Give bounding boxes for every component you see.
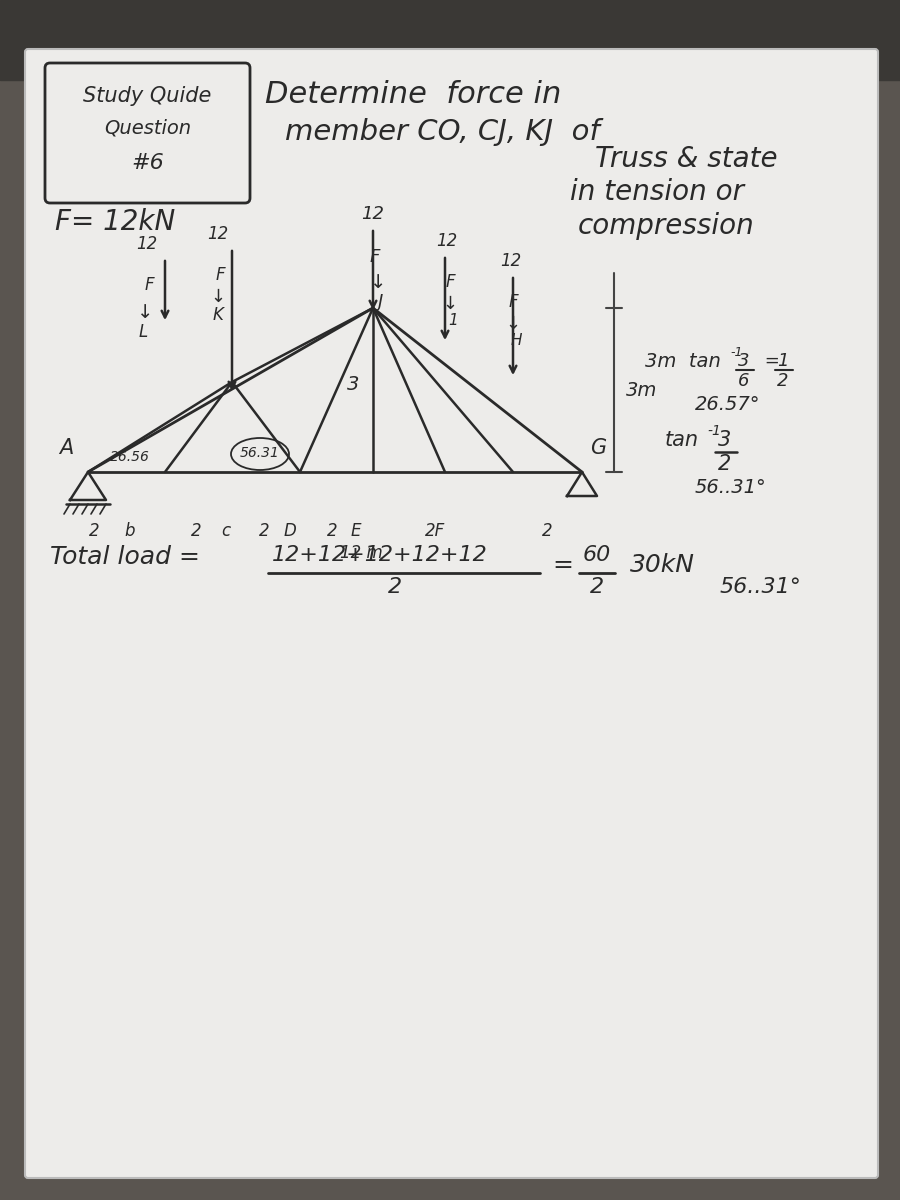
FancyBboxPatch shape (25, 49, 878, 1178)
Text: -1: -1 (707, 424, 721, 438)
Text: 12: 12 (500, 252, 522, 270)
Text: Total load =: Total load = (50, 545, 200, 569)
Text: F= 12kN: F= 12kN (55, 208, 176, 236)
Text: -1: -1 (730, 346, 742, 359)
Text: =: = (552, 553, 573, 577)
Text: 2: 2 (542, 522, 553, 540)
Text: G: G (590, 438, 606, 458)
Text: b: b (125, 522, 135, 540)
Text: 60: 60 (583, 545, 611, 565)
Text: 26.56: 26.56 (110, 450, 150, 464)
Text: D: D (284, 522, 296, 540)
Text: Question: Question (104, 118, 191, 137)
Text: 3m: 3m (626, 380, 657, 400)
Text: =: = (759, 352, 786, 370)
Text: 26.57°: 26.57° (695, 395, 760, 414)
Text: 2: 2 (191, 522, 202, 540)
Text: F: F (144, 276, 154, 294)
FancyBboxPatch shape (45, 62, 250, 203)
Text: 2: 2 (778, 372, 788, 390)
Text: Study Quide: Study Quide (84, 86, 212, 106)
Text: 12: 12 (436, 232, 457, 250)
Text: compression: compression (578, 212, 755, 240)
Text: ↓: ↓ (443, 295, 457, 313)
Text: L: L (139, 323, 148, 341)
Text: A: A (58, 438, 73, 458)
Text: member CO, CJ, KJ  of: member CO, CJ, KJ of (285, 118, 599, 146)
Text: 56.31: 56.31 (240, 446, 280, 460)
Text: 2: 2 (388, 577, 402, 596)
Text: 1: 1 (778, 352, 788, 370)
Text: 3: 3 (738, 352, 750, 370)
Text: 12: 12 (137, 235, 157, 253)
Text: 2: 2 (590, 577, 604, 596)
Text: 3m  tan: 3m tan (645, 352, 721, 371)
Text: ↓: ↓ (137, 302, 153, 322)
Text: 12+12+12+12+12: 12+12+12+12+12 (272, 545, 488, 565)
Text: 2: 2 (327, 522, 338, 540)
Text: 6: 6 (738, 372, 750, 390)
Text: E: E (351, 522, 361, 540)
Text: K: K (212, 306, 223, 324)
Text: Determine  force in: Determine force in (265, 80, 562, 109)
Text: 2F: 2F (425, 522, 446, 540)
Text: #6: #6 (131, 152, 164, 173)
Text: F: F (446, 272, 454, 290)
Text: 3: 3 (346, 376, 359, 395)
Text: Truss & state: Truss & state (595, 145, 778, 173)
Text: 12: 12 (207, 226, 229, 242)
Text: 56..31°: 56..31° (720, 577, 802, 596)
Text: F: F (508, 293, 518, 311)
Text: in tension or: in tension or (570, 178, 744, 206)
Text: 30kN: 30kN (630, 553, 695, 577)
Text: 12: 12 (362, 205, 384, 223)
Text: 56..31°: 56..31° (695, 478, 767, 497)
Text: F: F (370, 248, 380, 266)
Text: F: F (215, 266, 225, 284)
Text: 2: 2 (258, 522, 269, 540)
Text: H: H (510, 332, 522, 348)
Text: tan: tan (665, 430, 699, 450)
Text: ↓: ↓ (506, 314, 520, 332)
Text: ↓: ↓ (211, 288, 226, 306)
Text: 3: 3 (718, 430, 732, 450)
Text: 2: 2 (718, 454, 732, 474)
Bar (0, 0, 900, 80)
Text: 12 m: 12 m (339, 544, 382, 562)
Text: ↓: ↓ (370, 272, 386, 292)
Text: c: c (221, 522, 230, 540)
Text: 1: 1 (448, 313, 458, 328)
Text: J: J (378, 293, 383, 311)
Text: 2: 2 (89, 522, 99, 540)
